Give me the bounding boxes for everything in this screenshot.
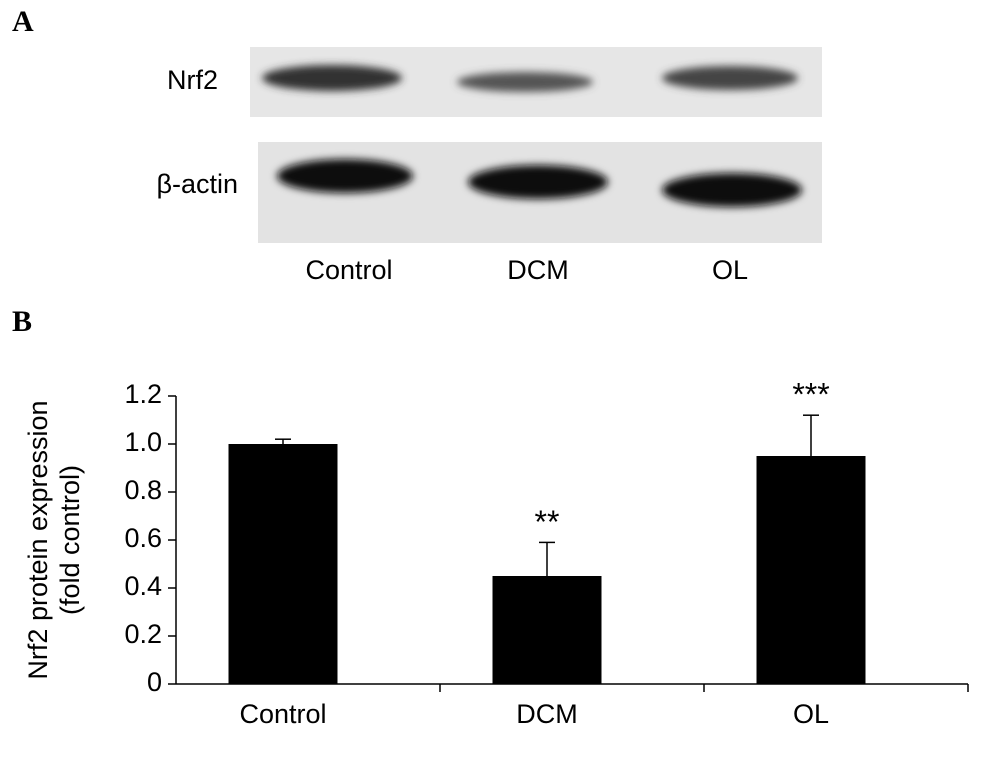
y-tick-label: 0.2 <box>124 619 162 649</box>
y-tick-label: 0 <box>147 667 162 697</box>
blot-lane-label: DCM <box>507 255 569 285</box>
y-tick-label: 0.8 <box>124 475 162 505</box>
blot-band <box>277 159 413 193</box>
blot-band <box>262 65 402 91</box>
blot-band <box>457 72 593 92</box>
y-axis-title: Nrf2 protein expression <box>23 400 53 679</box>
bar <box>228 444 338 684</box>
panel-label: B <box>12 305 32 338</box>
x-tick-label: Control <box>239 699 326 729</box>
blot-row-label: Nrf2 <box>167 65 218 95</box>
blot-row-label: β-actin <box>156 169 238 199</box>
y-tick-label: 0.6 <box>124 523 162 553</box>
y-tick-label: 1.0 <box>124 427 162 457</box>
y-tick-label: 1.2 <box>124 379 162 409</box>
significance: ** <box>535 504 560 540</box>
x-tick-label: DCM <box>516 699 578 729</box>
blot-lane-label: Control <box>305 255 392 285</box>
blot-lane-label: OL <box>712 255 748 285</box>
y-axis-title: (fold control) <box>55 465 85 615</box>
bar <box>492 576 602 684</box>
y-tick-label: 0.4 <box>124 571 162 601</box>
significance: *** <box>792 377 829 413</box>
blot-band <box>468 165 608 199</box>
blot-band <box>662 66 798 90</box>
bar <box>756 456 866 684</box>
blot-band <box>662 173 802 207</box>
blot <box>250 47 822 243</box>
x-tick-label: OL <box>793 699 829 729</box>
panel-label: A <box>12 5 34 38</box>
